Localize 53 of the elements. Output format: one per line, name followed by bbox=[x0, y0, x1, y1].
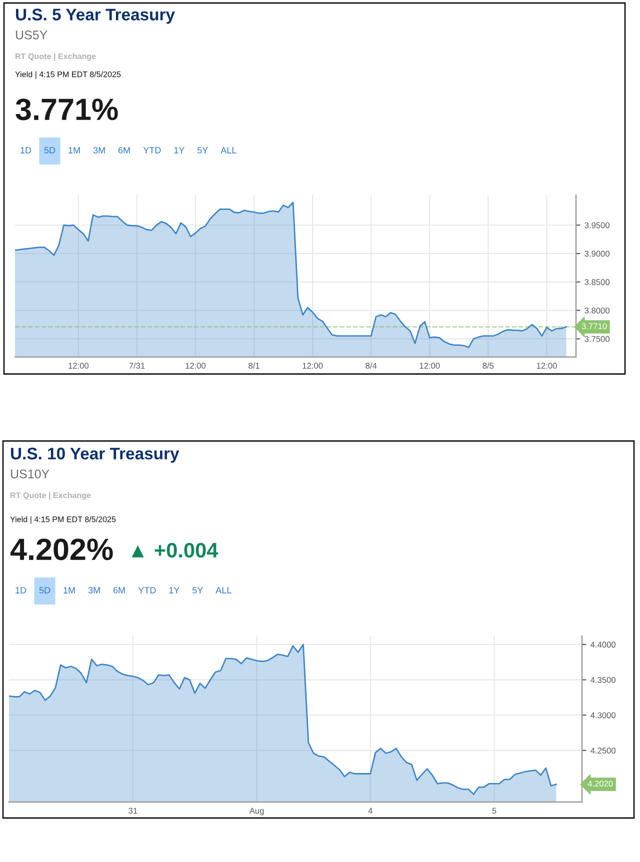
text: 5D bbox=[44, 147, 56, 154]
y-tick-label: 4.4000 bbox=[590, 642, 616, 648]
x-tick-label: 8/1 bbox=[248, 362, 260, 369]
text: Yield | 4:15 PM EDT 8/5/2025 bbox=[10, 516, 116, 524]
y-tick-label: 4.2500 bbox=[590, 748, 616, 754]
chart-title: U.S. 5 Year Treasury bbox=[16, 8, 175, 24]
text: 4.2020 bbox=[588, 780, 613, 787]
text: YTD bbox=[143, 147, 161, 154]
text: YTD bbox=[138, 587, 156, 594]
x-tick-label: 31 bbox=[128, 808, 138, 814]
chart-subtitle: US5Y bbox=[16, 30, 48, 40]
y-tick-label: 3.9000 bbox=[584, 250, 610, 257]
text: 5Y bbox=[197, 147, 208, 154]
text: 3M bbox=[93, 147, 105, 154]
text: 6M bbox=[113, 587, 125, 594]
text: 1D bbox=[20, 147, 32, 154]
text: 6M bbox=[118, 147, 130, 154]
x-tick-label: 4 bbox=[368, 808, 372, 814]
text: ALL bbox=[216, 587, 232, 594]
chart-subtitle: US10Y bbox=[10, 470, 50, 478]
x-tick-label: 12:00 bbox=[536, 362, 557, 369]
text: 5D bbox=[39, 587, 50, 594]
y-tick-label: 3.7500 bbox=[584, 336, 610, 342]
y-tick-label: 4.3500 bbox=[590, 676, 616, 683]
chart-title: U.S. 10 Year Treasury bbox=[11, 448, 180, 463]
y-tick-label: 4.3000 bbox=[590, 712, 616, 718]
text: 1Y bbox=[174, 147, 184, 154]
text: RT Quote | Exchange bbox=[16, 53, 96, 61]
text: 4.202% bbox=[10, 538, 113, 560]
x-tick-label: 8/4 bbox=[366, 362, 377, 369]
x-tick-label: 12:00 bbox=[186, 362, 206, 369]
text: 1D bbox=[16, 587, 26, 594]
y-tick-label: 3.8500 bbox=[584, 279, 610, 286]
text: ALL bbox=[220, 147, 236, 154]
text: 1Y bbox=[169, 587, 180, 594]
text: 5Y bbox=[192, 587, 203, 594]
x-tick-label: 12:00 bbox=[68, 362, 89, 369]
text: 3M bbox=[88, 587, 100, 594]
text: ▲ +0.004 bbox=[132, 542, 218, 558]
x-tick-label: 8/5 bbox=[482, 362, 494, 369]
text: 1M bbox=[64, 587, 75, 594]
ref-line-label: 3.7710 bbox=[582, 323, 607, 330]
x-tick-label: 12:00 bbox=[302, 362, 323, 369]
x-tick-label: 7/31 bbox=[129, 362, 145, 369]
text: RT Quote | Exchange bbox=[10, 492, 91, 500]
y-tick-label: 3.9500 bbox=[584, 222, 610, 228]
text: 1M bbox=[68, 147, 80, 154]
text: 3.771% bbox=[16, 98, 118, 120]
x-tick-label: 12:00 bbox=[420, 362, 440, 369]
y-tick-label: 3.8000 bbox=[584, 308, 610, 314]
text: Yield | 4:15 PM EDT 8/5/2025 bbox=[15, 71, 121, 79]
x-tick-label: 5 bbox=[492, 808, 496, 814]
x-tick-label: Aug bbox=[249, 808, 264, 816]
